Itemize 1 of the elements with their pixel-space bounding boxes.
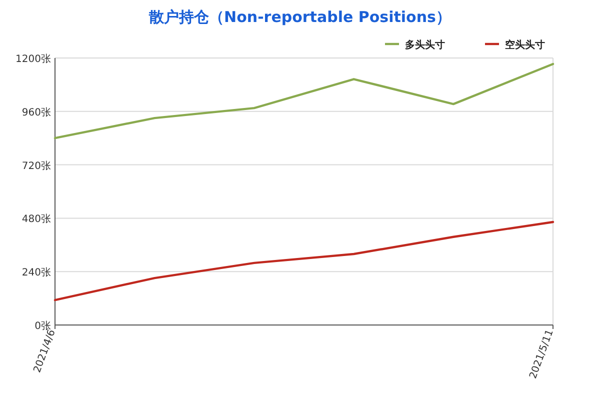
title: 散户持仓（Non-reportable Positions） <box>149 8 451 26</box>
